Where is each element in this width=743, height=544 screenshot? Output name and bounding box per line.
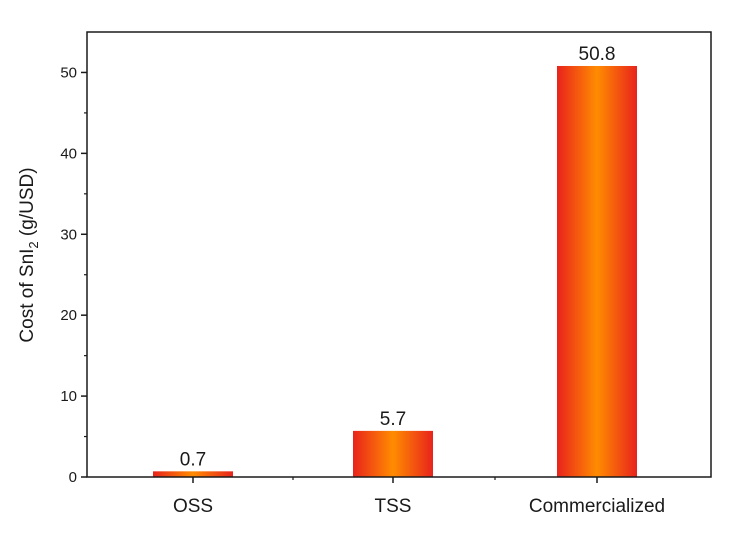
y-tick-label: 40 [60, 145, 77, 162]
y-axis-title-suffix: (g/USD) [17, 167, 38, 241]
x-tick-label-tss: TSS [375, 496, 412, 517]
y-tick-label: 30 [60, 226, 77, 243]
y-axis-title-subscript: 2 [26, 241, 41, 248]
axes-group [86, 31, 712, 478]
x-axis-ticks: OSS TSS Commercialized [173, 477, 665, 517]
y-tick-label: 10 [60, 388, 77, 405]
bar-oss [153, 471, 233, 477]
x-tick-label-commercialized: Commercialized [529, 496, 665, 517]
bars-group [153, 65, 637, 478]
data-label-tss: 5.7 [380, 409, 406, 430]
y-tick-label: 20 [60, 307, 77, 324]
bar-commercialized [557, 65, 637, 478]
y-axis-title: Cost of SnI2 (g/USD) [17, 167, 41, 342]
data-labels-group: 0.7 5.7 50.8 [180, 44, 616, 470]
plot-frame [86, 31, 712, 478]
data-label-oss: 0.7 [180, 449, 206, 470]
y-tick-label: 50 [60, 64, 77, 81]
y-axis-ticks: 0 10 20 30 40 50 [60, 64, 87, 486]
x-tick-label-oss: OSS [173, 496, 213, 517]
data-label-commercialized: 50.8 [579, 44, 616, 65]
y-tick-label: 0 [69, 469, 77, 486]
y-axis-title-prefix: Cost of SnI [17, 249, 38, 343]
bar-tss [353, 430, 433, 477]
